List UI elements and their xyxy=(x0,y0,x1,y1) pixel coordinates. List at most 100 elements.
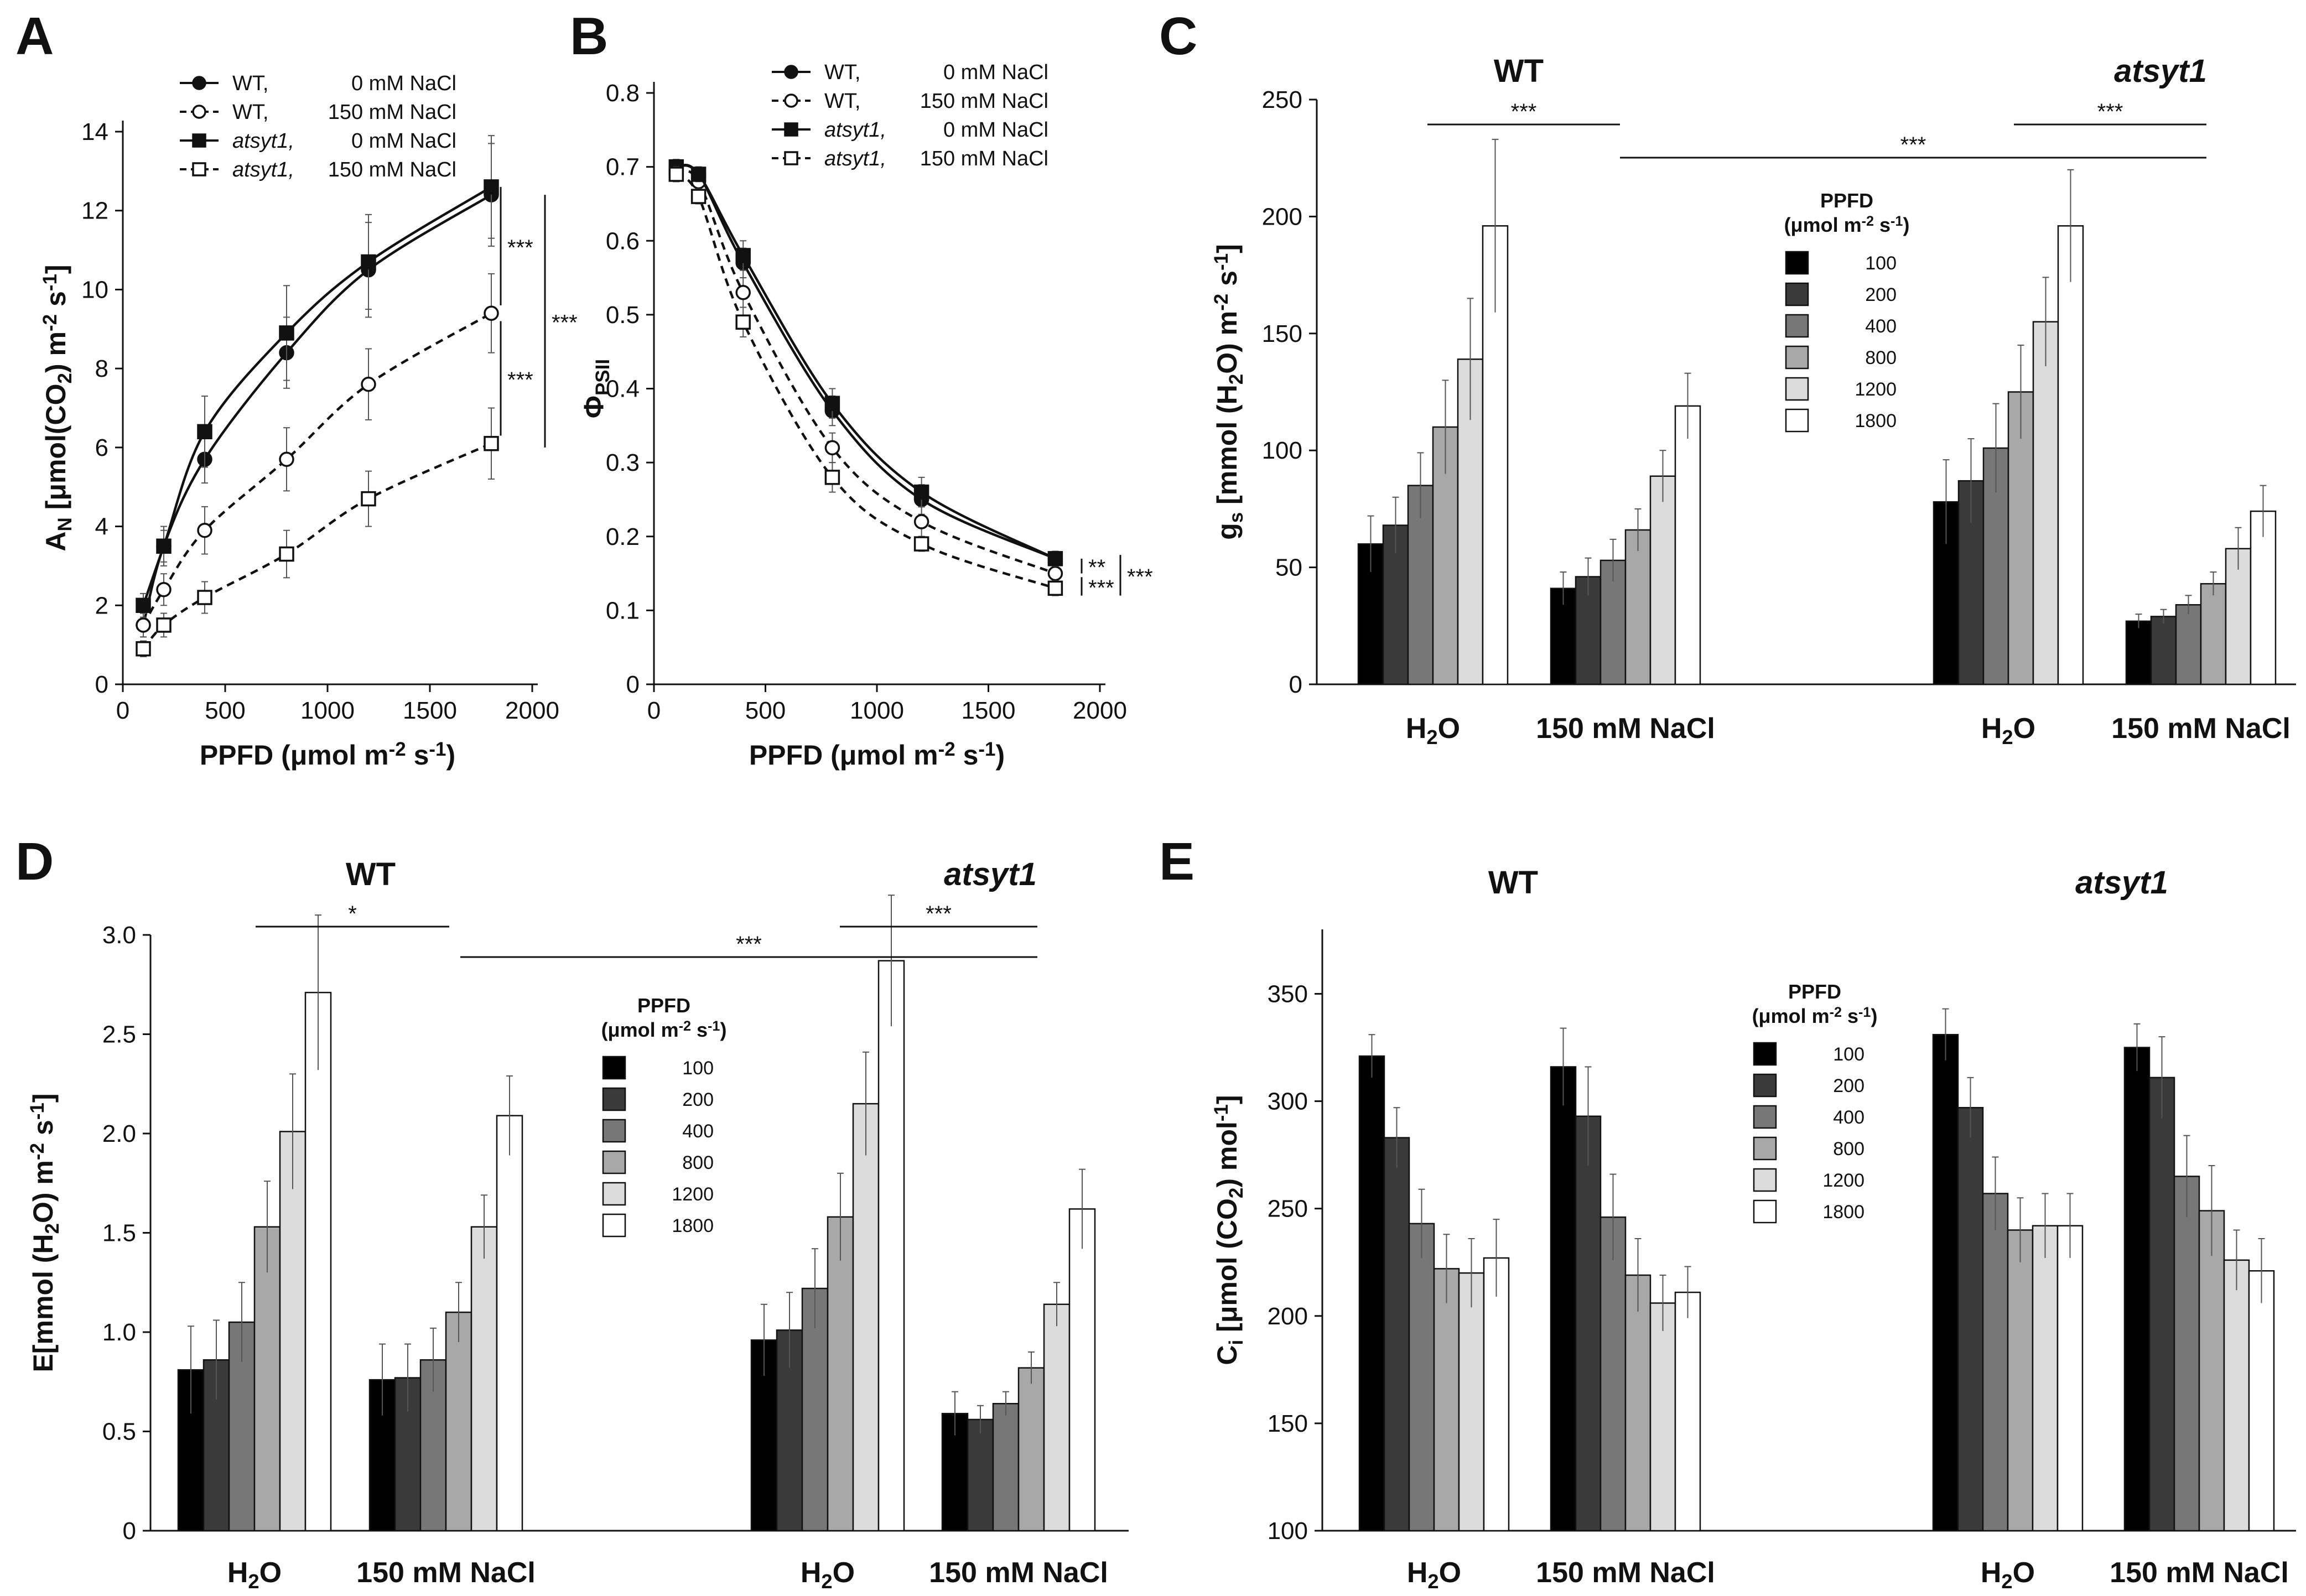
label-part: O xyxy=(1439,1557,1461,1589)
label-part: -1 xyxy=(39,274,61,291)
data-point xyxy=(197,424,212,440)
bar xyxy=(1649,1302,1676,1532)
data-point xyxy=(361,376,376,392)
data-point xyxy=(279,546,294,562)
label-part: A xyxy=(40,531,71,551)
x-category-label: H2O xyxy=(1406,713,1460,748)
y-tick-label: 150 xyxy=(1262,320,1302,347)
y-tick-label: 0 xyxy=(123,1517,136,1545)
bar xyxy=(2150,616,2177,685)
label-part: 2 xyxy=(54,373,76,383)
data-point xyxy=(1047,565,1063,581)
bar xyxy=(1458,1272,1485,1532)
bar xyxy=(2225,548,2252,685)
y-tick-label: 0 xyxy=(626,671,640,698)
data-point xyxy=(484,179,499,195)
bar xyxy=(1068,1208,1096,1532)
label-part: H xyxy=(1407,1557,1428,1589)
x-axis-label: PPFD (μmol m-2 s-1) xyxy=(749,739,1005,771)
label-part: 2 xyxy=(821,1570,832,1593)
ppfd-level-label: 100 xyxy=(1833,1044,1864,1065)
data-point xyxy=(735,285,751,300)
y-tick-label: 1.0 xyxy=(102,1319,136,1346)
label-part: s xyxy=(691,1018,708,1041)
series-line xyxy=(676,164,1056,560)
data-point xyxy=(824,440,840,456)
significance-label: *** xyxy=(1088,576,1114,600)
bar xyxy=(1624,529,1651,685)
significance-label: *** xyxy=(1127,565,1153,589)
label-part: H xyxy=(1406,713,1427,745)
label-part: s xyxy=(40,291,71,314)
panel-letter: D xyxy=(15,832,54,891)
bar xyxy=(304,991,332,1532)
ppfd-swatch xyxy=(1753,1136,1777,1161)
bar xyxy=(2032,321,2059,685)
ppfd-swatch xyxy=(1785,251,1809,275)
label-part: 2 xyxy=(1426,726,1437,748)
bar-group xyxy=(368,1075,523,1532)
label-part: Φ xyxy=(578,396,609,418)
x-tick-label: 500 xyxy=(205,697,245,724)
bar-group xyxy=(1550,1027,1701,1532)
data-point xyxy=(484,305,499,321)
ppfd-legend-title: PPFD xyxy=(1820,189,1873,212)
y-axis-label: Ci [μmol (CO2) mol-1] xyxy=(1211,1095,1247,1365)
y-tick-label: 0.5 xyxy=(606,301,640,329)
label-part: N xyxy=(54,517,76,531)
ppfd-swatch xyxy=(1753,1073,1777,1098)
y-tick-label: 0.4 xyxy=(606,376,640,403)
label-part: 2 xyxy=(2002,726,2013,748)
ppfd-legend-title: PPFD xyxy=(1788,980,1841,1003)
ppfd-level-label: 400 xyxy=(1833,1107,1864,1128)
legend-condition: 150 mM NaCl xyxy=(920,147,1048,170)
label-part: O xyxy=(2013,713,2035,745)
label-part: ] xyxy=(1212,1095,1243,1104)
data-point xyxy=(156,581,172,597)
bar xyxy=(1408,1223,1435,1532)
significance-label: * xyxy=(348,902,357,926)
bar xyxy=(2056,1225,2084,1532)
legend-name: atsyt1, xyxy=(232,158,294,181)
legend-condition: 150 mM NaCl xyxy=(920,90,1048,113)
label-part: 2 xyxy=(1427,1570,1438,1593)
ppfd-swatch xyxy=(602,1213,626,1238)
bar xyxy=(1674,1291,1701,1532)
label-part: PSII xyxy=(592,359,614,396)
legend-condition: 0 mM NaCl xyxy=(351,72,456,95)
label-part: s xyxy=(1874,214,1890,236)
bar-group xyxy=(750,895,905,1532)
x-axis-label: PPFD (μmol m-2 s-1) xyxy=(200,739,455,771)
genotype-title-atsyt1: atsyt1 xyxy=(2075,865,2168,901)
significance-label: *** xyxy=(1511,100,1537,124)
genotype-title-wt: WT xyxy=(1488,865,1538,901)
label-part: (μmol m xyxy=(601,1018,679,1041)
label-part: -1 xyxy=(429,739,446,760)
bar xyxy=(2198,1210,2225,1532)
bar xyxy=(1982,1193,2009,1532)
ppfd-level-label: 400 xyxy=(1865,316,1897,337)
label-part: ] xyxy=(1212,244,1243,253)
panel-letter: E xyxy=(1159,832,1194,891)
y-tick-label: 0 xyxy=(95,671,108,698)
series-line xyxy=(142,194,492,626)
data-point xyxy=(197,522,212,538)
y-tick-label: 0.1 xyxy=(606,597,640,624)
panel-letter: C xyxy=(1159,7,1197,66)
bar xyxy=(1932,1033,1959,1532)
label-part: H xyxy=(1981,1557,2002,1589)
bar-group xyxy=(2125,485,2277,685)
label-part: -1 xyxy=(27,1103,48,1120)
ppfd-swatch xyxy=(1785,408,1809,433)
data-point xyxy=(690,167,707,182)
label-part: -2 xyxy=(1862,214,1874,229)
bar xyxy=(827,1216,854,1532)
bar xyxy=(1407,485,1434,685)
label-part: -1 xyxy=(1211,1104,1232,1121)
significance-label: *** xyxy=(2097,100,2123,124)
legend-name: atsyt1, xyxy=(232,129,294,153)
y-axis-label: ΦPSII xyxy=(578,359,614,418)
ppfd-legend-title: PPFD xyxy=(637,994,690,1017)
legend-condition: 150 mM NaCl xyxy=(328,158,456,181)
x-category-label: 150 mM NaCl xyxy=(356,1557,536,1589)
